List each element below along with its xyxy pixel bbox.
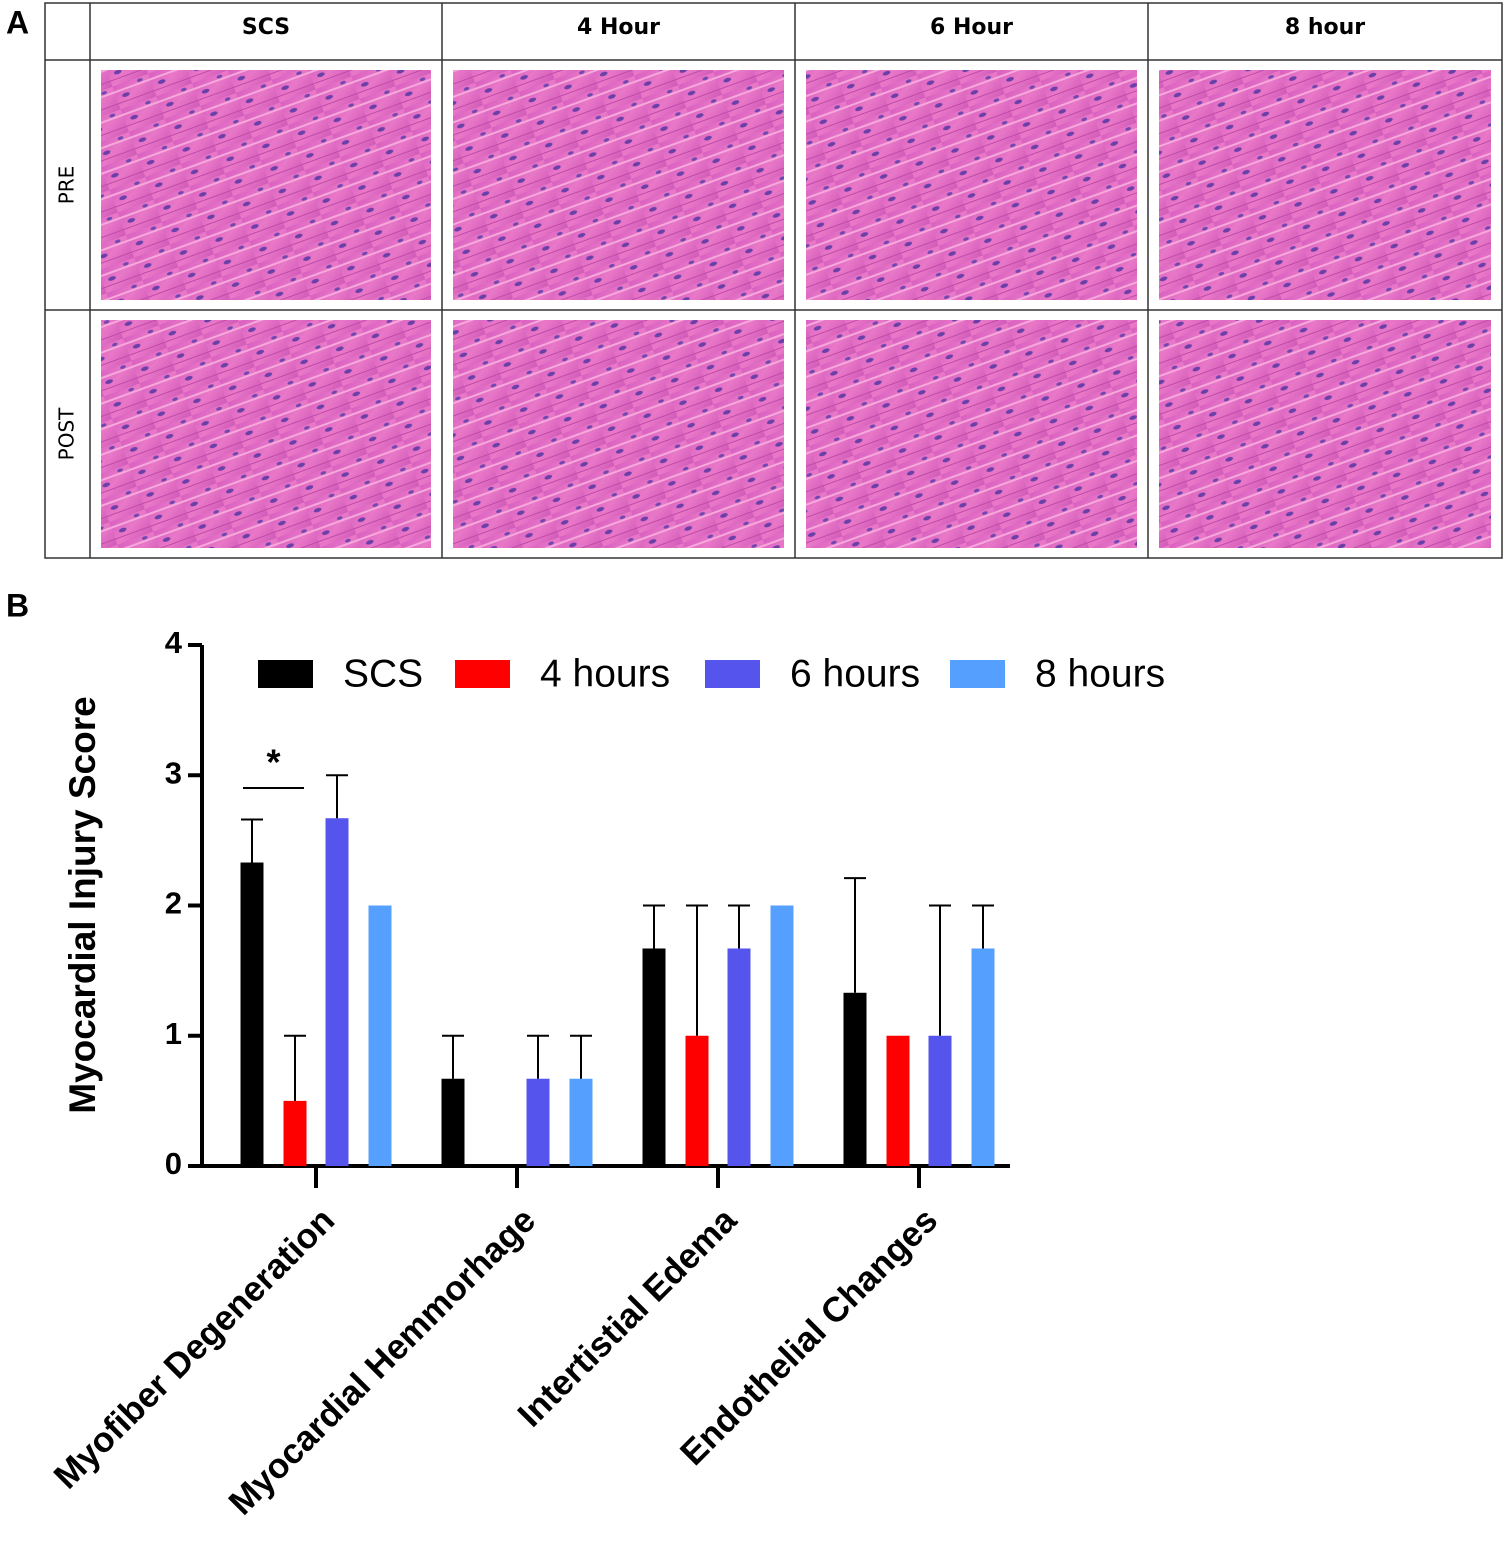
legend-label: SCS (343, 652, 423, 695)
bar (240, 862, 264, 1166)
y-axis-label: Myocardial Injury Score (62, 696, 103, 1113)
legend-swatch (258, 660, 313, 688)
histology-image (101, 320, 431, 548)
bar (569, 1078, 593, 1166)
y-tick-label: 2 (165, 886, 182, 921)
bar (642, 948, 666, 1166)
image-table: SCS 4 Hour 6 Hour 8 hour PRE POST (44, 2, 1503, 559)
legend-label: 4 hours (540, 652, 670, 695)
histology-image (806, 70, 1137, 300)
bar (971, 948, 995, 1166)
y-tick-label: 1 (165, 1016, 182, 1051)
legend-swatch (705, 660, 760, 688)
column-header: 4 Hour (577, 15, 660, 40)
bar (441, 1078, 465, 1166)
bar (843, 992, 867, 1166)
bar (283, 1100, 307, 1166)
column-header: SCS (242, 15, 290, 40)
y-tick-label: 3 (165, 755, 182, 790)
column-header: 6 Hour (930, 15, 1013, 40)
column-header: 8 hour (1285, 15, 1365, 40)
y-tick-label: 4 (165, 625, 183, 660)
bar (886, 1035, 910, 1166)
legend-swatch (950, 660, 1005, 688)
bar (928, 1035, 952, 1166)
histology-image (453, 320, 784, 548)
significance-star: * (266, 742, 280, 783)
legend-label: 8 hours (1035, 652, 1165, 695)
legend-swatch (455, 660, 510, 688)
panel-label: A (6, 4, 29, 40)
histology-image (1159, 70, 1491, 300)
panel-label: B (6, 587, 29, 623)
bar (325, 818, 349, 1166)
histology-image (453, 70, 784, 300)
legend-label: 6 hours (790, 652, 920, 695)
x-tick-label: Intertistial Edema (510, 1200, 744, 1434)
histology-image (101, 70, 431, 300)
bar (727, 948, 751, 1166)
bar (685, 1035, 709, 1166)
histology-image (1159, 320, 1491, 548)
bar (526, 1078, 550, 1166)
y-tick-label: 0 (165, 1146, 182, 1181)
histology-image (806, 320, 1137, 548)
table-border (44, 2, 1503, 559)
bar (368, 905, 392, 1166)
row-header: PRE (55, 166, 79, 205)
bar (770, 905, 794, 1166)
row-header: POST (55, 407, 79, 460)
